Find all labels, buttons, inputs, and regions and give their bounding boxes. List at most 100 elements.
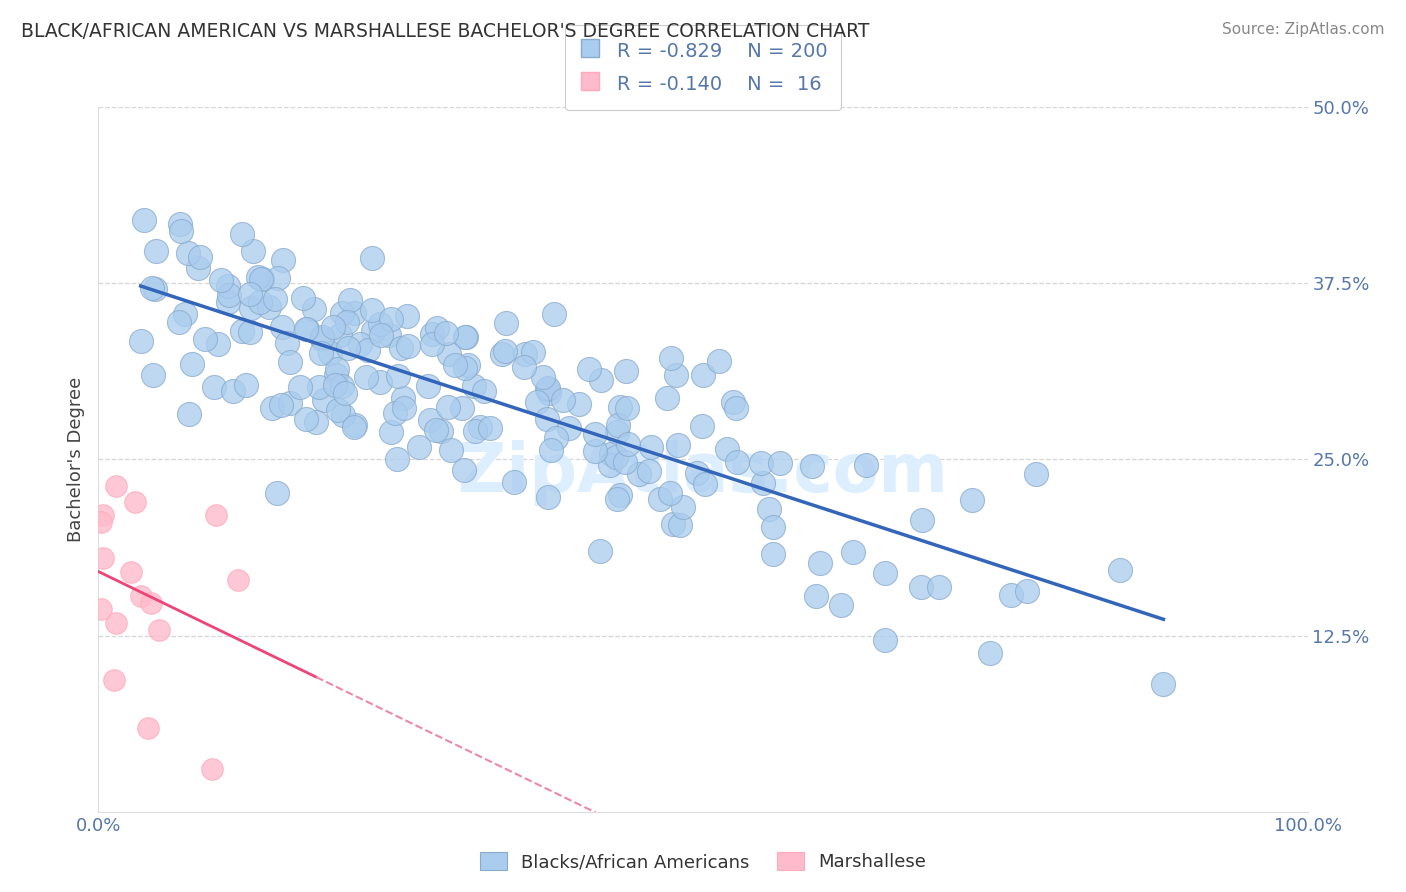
Point [343, 306, 366, 320]
Point [217, 294, 239, 309]
Point [173, 307, 195, 321]
Point [536, 382, 558, 396]
Point [218, 288, 240, 302]
Point [312, 393, 335, 408]
Point [188, 250, 211, 264]
Point [436, 400, 458, 414]
Point [762, 520, 785, 534]
Point [491, 347, 513, 361]
Point [187, 260, 209, 275]
Point [177, 245, 200, 260]
Point [132, 213, 155, 227]
Point [589, 544, 612, 558]
Point [103, 673, 125, 688]
Point [979, 646, 1001, 660]
Point [544, 431, 567, 445]
Point [472, 384, 495, 399]
Point [443, 359, 465, 373]
Point [589, 373, 612, 387]
Point [454, 361, 477, 376]
Point [148, 623, 170, 637]
Point [91, 551, 114, 566]
Point [209, 273, 232, 287]
Point [599, 458, 621, 473]
Point [343, 420, 366, 434]
Point [606, 417, 628, 432]
Point [416, 379, 439, 393]
Point [420, 326, 443, 341]
Point [606, 491, 628, 506]
Point [692, 368, 714, 382]
Point [304, 416, 326, 430]
Point [801, 459, 824, 474]
Point [308, 380, 330, 394]
Point [226, 573, 249, 587]
Point [231, 324, 253, 338]
Point [271, 319, 294, 334]
Point [526, 394, 548, 409]
Point [855, 458, 877, 472]
Point [235, 378, 257, 392]
Point [309, 346, 332, 360]
Point [266, 486, 288, 500]
Point [260, 401, 283, 415]
Point [278, 355, 301, 369]
Point [361, 324, 384, 338]
Point [543, 307, 565, 321]
Point [1015, 584, 1038, 599]
Point [239, 325, 262, 339]
Point [453, 463, 475, 477]
Point [439, 347, 461, 361]
Point [257, 300, 280, 314]
Legend: Blacks/African Americans, Marshallese: Blacks/African Americans, Marshallese [472, 845, 934, 879]
Point [666, 438, 689, 452]
Point [617, 437, 640, 451]
Point [129, 334, 152, 348]
Point [201, 763, 224, 777]
Point [250, 272, 273, 286]
Point [91, 508, 114, 522]
Point [513, 360, 536, 375]
Point [368, 375, 391, 389]
Point [420, 336, 443, 351]
Point [167, 315, 190, 329]
Point [240, 301, 263, 315]
Point [333, 386, 356, 401]
Point [295, 412, 318, 426]
Point [690, 418, 713, 433]
Point [330, 379, 353, 393]
Point [609, 488, 631, 502]
Point [451, 401, 474, 415]
Point [638, 464, 661, 478]
Point [136, 721, 159, 735]
Point [396, 339, 419, 353]
Point [332, 408, 354, 422]
Point [454, 330, 477, 344]
Point [385, 452, 408, 467]
Point [910, 580, 932, 594]
Point [911, 513, 934, 527]
Point [502, 475, 524, 489]
Point [464, 425, 486, 439]
Point [124, 495, 146, 509]
Point [873, 633, 896, 648]
Point [551, 393, 574, 408]
Point [141, 281, 163, 295]
Point [495, 317, 517, 331]
Point [339, 293, 361, 308]
Point [804, 589, 827, 603]
Point [568, 397, 591, 411]
Point [875, 566, 897, 581]
Point [193, 332, 215, 346]
Point [1000, 588, 1022, 602]
Point [627, 467, 650, 482]
Point [605, 450, 627, 465]
Text: BLACK/AFRICAN AMERICAN VS MARSHALLESE BACHELOR'S DEGREE CORRELATION CHART: BLACK/AFRICAN AMERICAN VS MARSHALLESE BA… [21, 22, 869, 41]
Point [662, 516, 685, 531]
Point [648, 491, 671, 506]
Point [537, 381, 560, 395]
Point [616, 401, 638, 415]
Point [640, 440, 662, 454]
Point [336, 315, 359, 329]
Point [378, 328, 401, 343]
